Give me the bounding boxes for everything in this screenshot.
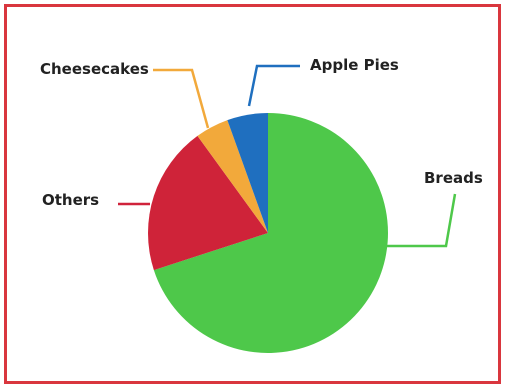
slice-label-others: Others — [42, 191, 99, 209]
pie-slices — [147, 113, 388, 353]
slice-cheesecakes — [197, 120, 268, 233]
leader-line-cheesecakes — [153, 68, 210, 129]
slice-others — [147, 135, 268, 271]
slice-breads — [153, 113, 388, 353]
leader-line-apple-pies — [247, 64, 300, 107]
slice-label-apple-pies: Apple Pies — [310, 56, 399, 74]
pie-chart: Breads Others Cheesecakes Apple Pies — [40, 56, 483, 353]
slice-label-cheesecakes: Cheesecakes — [40, 60, 149, 78]
slice-apple-pies — [227, 113, 268, 233]
slice-label-breads: Breads — [424, 169, 483, 187]
leader-line-breads — [380, 193, 457, 248]
leader-lines — [118, 64, 457, 248]
